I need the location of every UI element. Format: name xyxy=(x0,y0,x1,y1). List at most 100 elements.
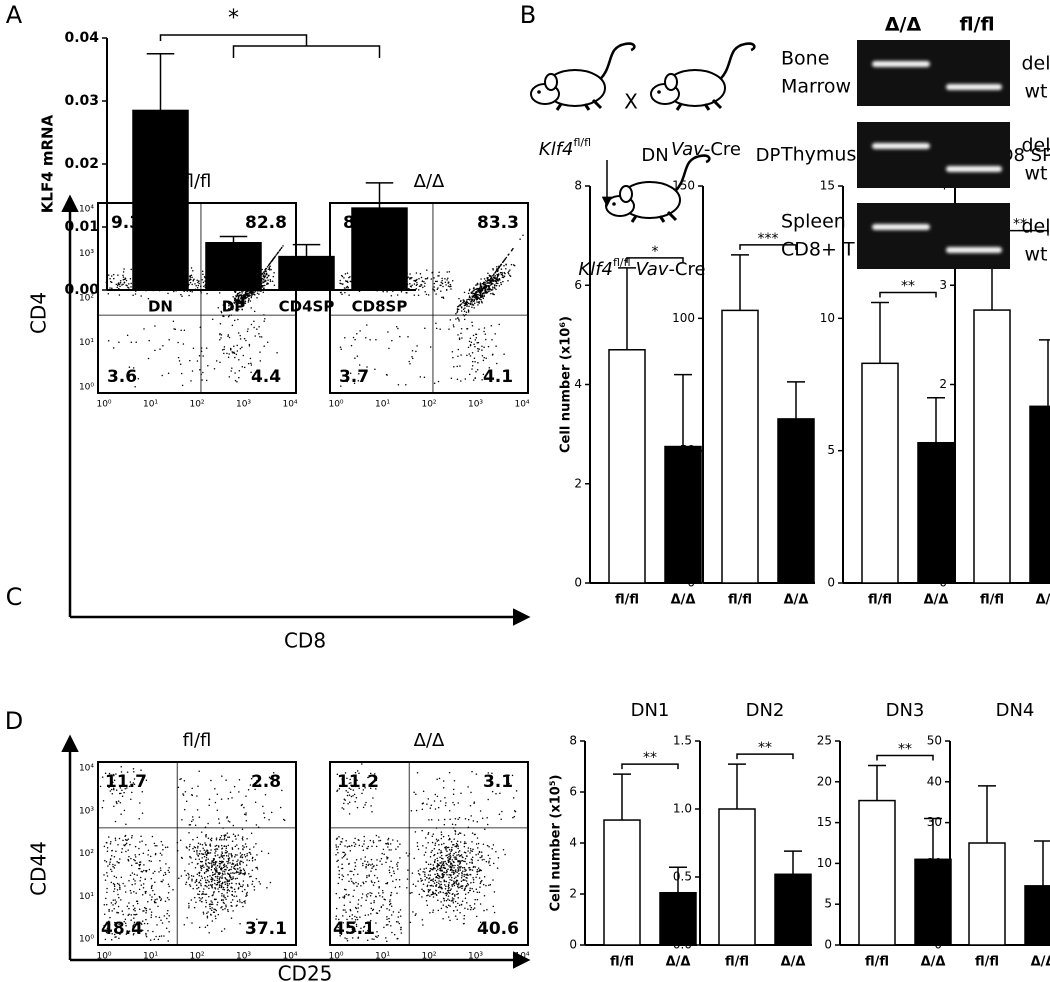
event-dot xyxy=(442,286,444,288)
event-dot xyxy=(479,857,481,859)
event-dot xyxy=(128,856,130,858)
event-dot xyxy=(398,278,400,280)
event-dot xyxy=(368,864,370,866)
event-dot xyxy=(254,282,256,284)
event-dot xyxy=(239,864,241,866)
event-dot xyxy=(446,864,448,866)
event-dot xyxy=(377,289,379,291)
event-dot xyxy=(508,273,510,275)
event-dot xyxy=(238,834,240,836)
event-dot xyxy=(220,311,222,313)
event-dot xyxy=(245,300,247,302)
event-dot xyxy=(140,277,142,279)
event-dot xyxy=(459,337,461,339)
event-dot xyxy=(224,928,226,930)
event-dot xyxy=(482,295,484,297)
flow-y-tick-label: 10⁴ xyxy=(79,205,94,215)
event-dot xyxy=(417,842,419,844)
event-dot xyxy=(125,839,127,841)
event-dot xyxy=(168,339,170,341)
event-dot xyxy=(162,270,164,272)
event-dot xyxy=(452,900,454,902)
event-dot xyxy=(473,288,475,290)
event-dot xyxy=(357,355,359,357)
event-dot xyxy=(439,868,441,870)
y-tick-label: 100 xyxy=(672,311,695,325)
event-dot xyxy=(442,892,444,894)
event-dot xyxy=(281,790,283,792)
event-dot xyxy=(203,893,205,895)
event-dot xyxy=(376,937,378,939)
event-dot xyxy=(219,857,221,859)
event-dot xyxy=(220,863,222,865)
event-dot xyxy=(386,276,388,278)
event-dot xyxy=(480,285,482,287)
event-dot xyxy=(465,877,467,879)
event-dot xyxy=(238,300,240,302)
event-dot xyxy=(167,897,169,899)
flow-y-tick-label: 10⁰ xyxy=(79,383,94,393)
event-dot xyxy=(443,881,445,883)
event-dot xyxy=(481,349,483,351)
event-dot xyxy=(118,288,120,290)
event-dot xyxy=(488,287,490,289)
event-dot xyxy=(448,916,450,918)
event-dot xyxy=(149,894,151,896)
event-dot xyxy=(371,846,373,848)
event-dot xyxy=(206,894,208,896)
event-dot xyxy=(356,886,358,888)
event-dot xyxy=(152,872,154,874)
y-tick-label: 0 xyxy=(827,576,835,590)
event-dot xyxy=(398,281,400,283)
event-dot xyxy=(476,334,478,336)
event-dot xyxy=(183,343,185,345)
event-dot xyxy=(383,927,385,929)
event-dot xyxy=(450,284,452,286)
event-dot xyxy=(165,280,167,282)
event-dot xyxy=(472,832,474,834)
event-dot xyxy=(480,296,482,298)
event-dot xyxy=(397,868,399,870)
event-dot xyxy=(144,288,146,290)
event-dot xyxy=(350,878,352,880)
event-dot xyxy=(495,851,497,853)
event-dot xyxy=(136,900,138,902)
event-dot xyxy=(435,281,437,283)
event-dot xyxy=(160,900,162,902)
event-dot xyxy=(436,894,438,896)
event-dot xyxy=(481,855,483,857)
event-dot xyxy=(150,856,152,858)
event-dot xyxy=(207,925,209,927)
event-dot xyxy=(424,285,426,287)
event-dot xyxy=(454,885,456,887)
event-dot xyxy=(115,839,117,841)
event-dot xyxy=(227,879,229,881)
event-dot xyxy=(146,871,148,873)
event-dot xyxy=(234,786,236,788)
event-dot xyxy=(397,862,399,864)
event-dot xyxy=(246,820,248,822)
event-dot xyxy=(237,350,239,352)
event-dot xyxy=(505,258,507,260)
event-dot xyxy=(439,285,441,287)
event-dot xyxy=(216,279,218,281)
event-dot xyxy=(504,854,506,856)
event-dot xyxy=(485,333,487,335)
event-dot xyxy=(483,298,485,300)
event-dot xyxy=(443,867,445,869)
event-dot xyxy=(357,807,359,809)
event-dot xyxy=(208,866,210,868)
event-dot xyxy=(361,763,363,765)
event-dot xyxy=(462,860,464,862)
event-dot xyxy=(459,912,461,914)
event-dot xyxy=(188,876,190,878)
event-dot xyxy=(232,309,234,311)
event-dot xyxy=(421,879,423,881)
event-dot xyxy=(225,906,227,908)
event-dot xyxy=(159,896,161,898)
event-dot xyxy=(469,303,471,305)
event-dot xyxy=(186,267,188,269)
event-dot xyxy=(466,305,468,307)
event-dot xyxy=(217,854,219,856)
event-dot xyxy=(134,860,136,862)
